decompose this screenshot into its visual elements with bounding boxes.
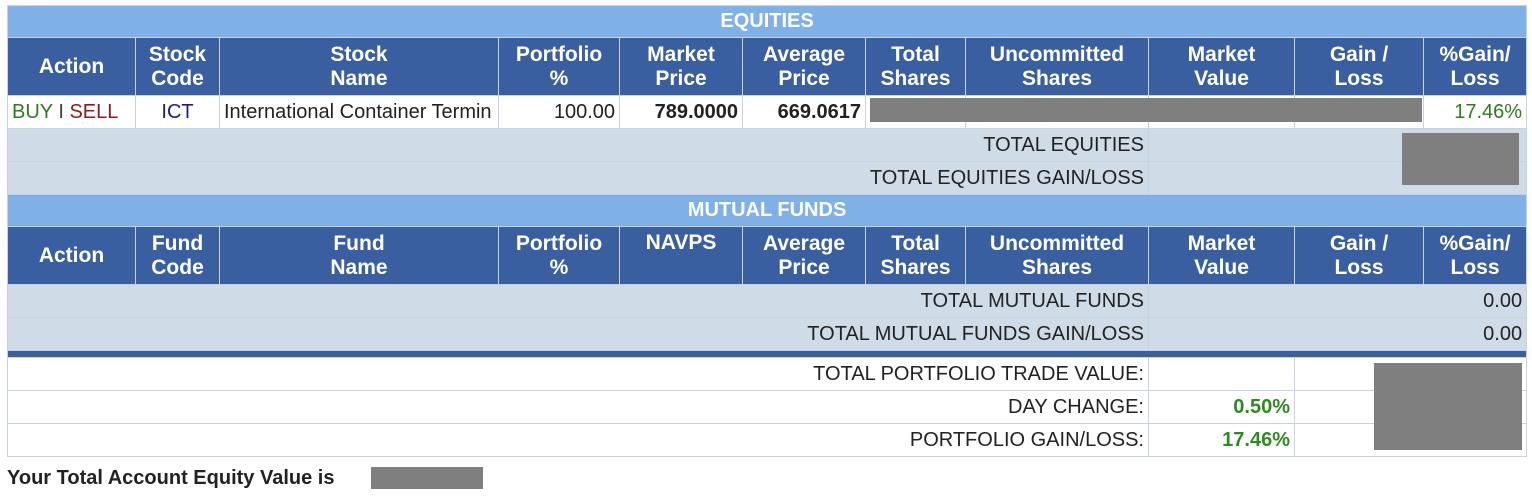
market-price: 789.0000: [619, 95, 743, 129]
col-header-pct-gain-loss: %Gain/Loss: [1422, 37, 1528, 96]
equities-section-title: EQUITIES: [6, 5, 1528, 38]
day-change-value: 0.50%: [1148, 390, 1295, 424]
portfolio-table: EQUITIES Action Stock Code Stock Name Port…: [6, 5, 1528, 457]
col-header-total-shares: Total Shares: [865, 37, 966, 96]
portfolio-gain-value: 17.46%: [1148, 423, 1295, 457]
mf-col-header-fund-code: Fund Code: [135, 226, 220, 285]
account-equity-text: Your Total Account Equity Value is: [7, 467, 335, 489]
sell-link[interactable]: SELL: [69, 100, 119, 123]
total-mutual-funds-gain-row: TOTAL MUTUAL FUNDS GAIN/LOSS 0.00: [7, 317, 1528, 351]
col-header-action: Action: [7, 37, 136, 96]
average-price: 669.0617: [742, 95, 866, 129]
redaction-equity-totals: [1402, 133, 1519, 185]
mf-col-header-gain-loss: Gain / Loss: [1294, 226, 1424, 285]
day-change-label: DAY CHANGE:: [7, 390, 1149, 424]
total-mutual-funds-gain-label: TOTAL MUTUAL FUNDS GAIN/LOSS: [7, 317, 1149, 351]
mf-col-header-portfolio-pct: Portfolio%: [498, 226, 620, 285]
col-header-market-price: Market Price: [619, 37, 743, 96]
col-header-portfolio-pct: Portfolio%: [498, 37, 620, 96]
portfolio-pct: 100.00: [498, 95, 620, 129]
day-change-row: DAY CHANGE: 0.50%: [7, 390, 1528, 424]
mf-col-header-fund-name: Fund Name: [219, 226, 499, 285]
col-header-market-value: Market Value: [1148, 37, 1295, 96]
equities-column-headers: Action Stock Code Stock Name Portfolio% Ma…: [7, 37, 1528, 96]
total-mutual-funds-label: TOTAL MUTUAL FUNDS: [7, 284, 1149, 318]
total-equities-gain-label: TOTAL EQUITIES GAIN/LOSS: [7, 161, 1149, 195]
total-equities-label: TOTAL EQUITIES: [7, 128, 1149, 162]
section-divider: [6, 350, 1528, 358]
mf-col-header-total-shares: Total Shares: [865, 226, 966, 285]
mutual-funds-section-title: MUTUAL FUNDS: [6, 194, 1528, 227]
mf-col-header-average-price: Average Price: [742, 226, 866, 285]
pct-gain-loss: 17.46%: [1422, 95, 1528, 129]
redaction-portfolio-values: [1374, 363, 1522, 450]
mf-col-header-market-value: Market Value: [1148, 226, 1295, 285]
buy-link[interactable]: BUY: [12, 100, 53, 123]
total-mutual-funds-gain-value: 0.00: [1147, 317, 1528, 351]
redaction-account-equity: [371, 467, 483, 489]
col-header-average-price: Average Price: [742, 37, 866, 96]
mf-col-header-uncommitted-shares: Uncommitted Shares: [965, 226, 1149, 285]
portfolio-gain-label: PORTFOLIO GAIN/LOSS:: [7, 423, 1149, 457]
mf-col-header-navps: NAVPS: [619, 226, 743, 285]
col-header-stock-name: Stock Name: [219, 37, 499, 96]
stock-name: International Container Termin: [219, 95, 499, 129]
mutual-funds-column-headers: Action Fund Code Fund Name Portfolio% NAVP…: [7, 226, 1528, 285]
total-equities-gain-row: TOTAL EQUITIES GAIN/LOSS: [7, 161, 1528, 195]
col-header-uncommitted-shares: Uncommitted Shares: [965, 37, 1149, 96]
trade-value-label: TOTAL PORTFOLIO TRADE VALUE:: [7, 357, 1149, 391]
trade-value-row: TOTAL PORTFOLIO TRADE VALUE:: [7, 357, 1528, 391]
col-header-gain-loss: Gain / Loss: [1294, 37, 1424, 96]
mf-col-header-pct-gain-loss: %Gain/Loss: [1422, 226, 1528, 285]
portfolio-gain-row: PORTFOLIO GAIN/LOSS: 17.46%: [7, 423, 1528, 457]
total-mutual-funds-row: TOTAL MUTUAL FUNDS 0.00: [7, 284, 1528, 318]
action-cell: BUY I SELL: [7, 95, 136, 129]
redaction-equity-values: [870, 98, 1422, 122]
trade-value-pct: [1148, 357, 1295, 391]
total-equities-row: TOTAL EQUITIES: [7, 128, 1528, 162]
action-separator: I: [58, 100, 64, 123]
col-header-stock-code: Stock Code: [135, 37, 220, 96]
total-mutual-funds-value: 0.00: [1147, 284, 1528, 318]
stock-code[interactable]: ICT: [135, 95, 220, 129]
mf-col-header-action: Action: [7, 226, 136, 285]
